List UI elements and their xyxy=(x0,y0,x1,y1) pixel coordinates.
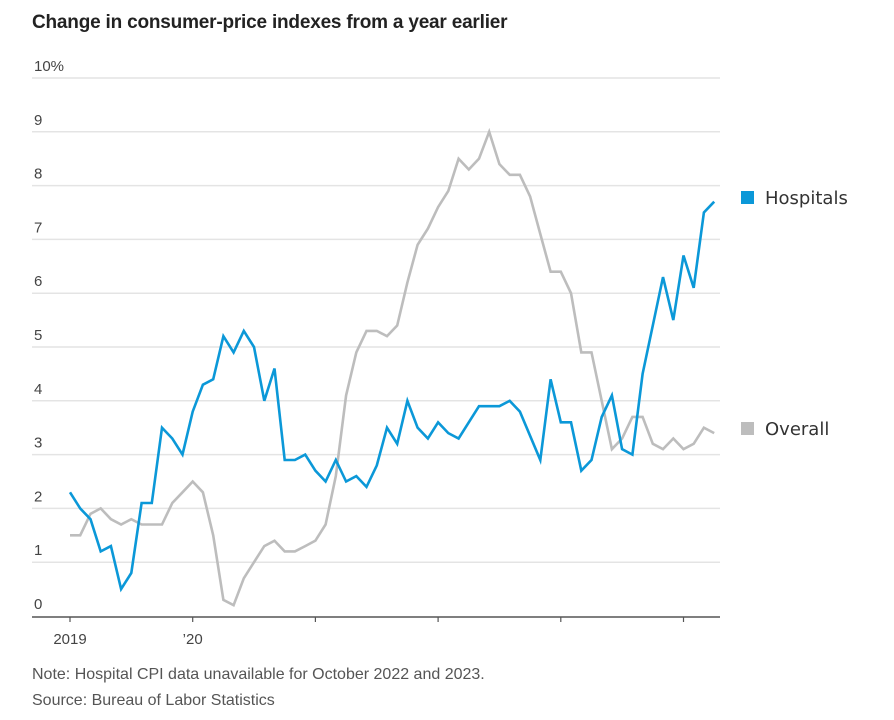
y-tick-label: 5 xyxy=(34,327,42,344)
legend-item-hospitals: Hospitals xyxy=(741,188,848,209)
x-tick-label: ’20 xyxy=(183,631,203,648)
y-tick-label: 3 xyxy=(34,435,42,452)
y-tick-label: 4 xyxy=(34,381,42,398)
y-tick-label: 10% xyxy=(34,58,64,75)
chart-note: Note: Hospital CPI data unavailable for … xyxy=(32,666,485,683)
series-line-overall xyxy=(70,127,715,608)
chart-source: Source: Bureau of Labor Statistics xyxy=(32,692,275,709)
y-tick-label: 0 xyxy=(34,596,42,613)
y-tick-label: 8 xyxy=(34,166,42,183)
legend-swatch xyxy=(741,191,754,204)
y-tick-label: 6 xyxy=(34,273,42,290)
legend: Hospitals Overall xyxy=(741,188,848,440)
gridlines xyxy=(32,77,720,563)
y-axis-ticks: 0 1 2 3 4 5 6 7 8 9 10% xyxy=(34,58,64,613)
series-lines xyxy=(68,127,716,608)
legend-label: Hospitals xyxy=(765,188,848,209)
x-axis: 2019 ’20 xyxy=(32,616,720,648)
chart-title: Change in consumer-price indexes from a … xyxy=(32,12,508,33)
y-tick-label: 2 xyxy=(34,488,42,505)
y-tick-label: 1 xyxy=(34,542,42,559)
legend-item-overall: Overall xyxy=(741,419,829,440)
y-tick-label: 7 xyxy=(34,219,42,236)
series-line-hospitals xyxy=(68,200,716,593)
y-tick-label: 9 xyxy=(34,112,42,129)
x-tick-label: 2019 xyxy=(53,631,86,648)
legend-swatch xyxy=(741,422,754,435)
legend-label: Overall xyxy=(765,419,829,440)
